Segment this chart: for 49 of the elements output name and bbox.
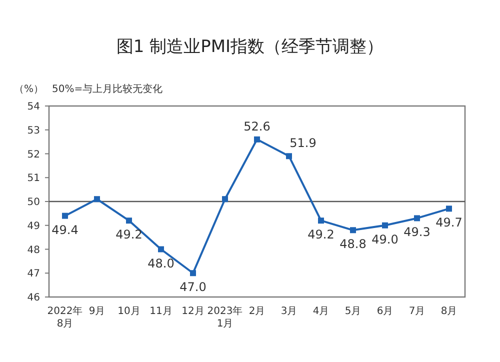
ylabel: （%） — [14, 84, 44, 95]
xtick: 7月 — [408, 306, 426, 317]
ytick: 49 — [27, 220, 40, 232]
xtick: 3月 — [280, 306, 298, 317]
data-label: 48.0 — [148, 256, 174, 270]
point — [382, 222, 388, 228]
ytick: 54 — [27, 102, 40, 112]
xtick: 4月 — [312, 306, 330, 317]
xtick: 9月 — [88, 306, 106, 317]
data-label: 49.7 — [436, 216, 462, 230]
data-label: 49.0 — [372, 232, 398, 246]
point — [350, 227, 356, 234]
ytick: 50 — [27, 197, 40, 208]
ytick: 47 — [27, 268, 40, 280]
xtick: 2022年 8月 — [47, 306, 83, 330]
xtick: 12月 — [182, 306, 204, 317]
point — [94, 196, 100, 202]
data-label: 49.3 — [404, 225, 430, 240]
data-label: 49.4 — [52, 222, 78, 237]
xtick: 5月 — [344, 306, 362, 317]
xtick: 11月 — [150, 306, 172, 317]
ytick: 52 — [27, 149, 40, 160]
xtick: 2月 — [248, 306, 266, 317]
xtick: 8月 — [440, 306, 458, 317]
point — [158, 246, 164, 252]
xtick: 2023年 1月 — [207, 306, 243, 330]
data-label: 49.2 — [116, 228, 142, 242]
point — [254, 136, 260, 142]
point — [414, 215, 420, 222]
data-label: 47.0 — [180, 280, 206, 294]
xtick: 6月 — [376, 306, 394, 317]
data-label: 49.2 — [308, 228, 334, 242]
ytick: 53 — [27, 125, 40, 136]
point — [286, 153, 292, 160]
ytick: 48 — [27, 244, 40, 256]
point — [126, 218, 132, 224]
ytick: 46 — [27, 292, 40, 304]
point — [318, 218, 324, 224]
data-label: 52.6 — [244, 119, 270, 134]
point — [190, 270, 196, 276]
point — [222, 196, 228, 202]
data-label: 48.8 — [340, 237, 366, 252]
point — [446, 206, 452, 212]
data-label: 51.9 — [290, 136, 316, 150]
ytick: 51 — [27, 173, 40, 184]
annotation: 50%=与上月比较无变化 — [52, 84, 163, 95]
title: 图1 制造业PMI指数（经季节调整） — [116, 37, 384, 57]
xtick: 10月 — [118, 306, 140, 317]
point — [62, 212, 68, 219]
